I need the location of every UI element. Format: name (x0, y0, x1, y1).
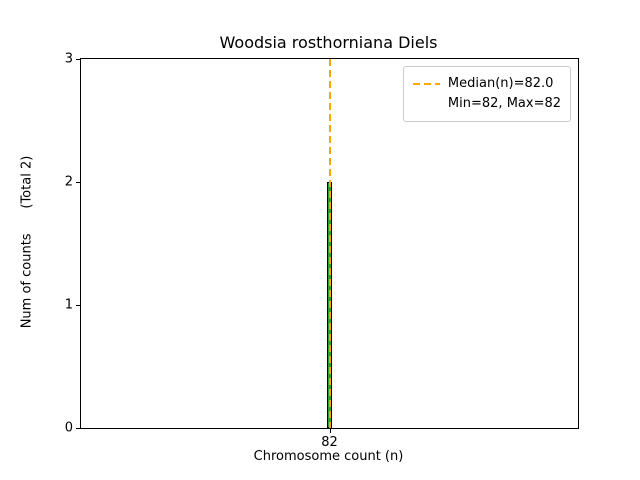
y-tick-mark (76, 304, 80, 306)
plot-area: Median(n)=82.0 Min=82, Max=82 0 1 2 3 82 (65, 53, 579, 449)
legend-label-median: Median(n)=82.0 (447, 76, 554, 91)
x-tick-label: 82 (321, 435, 338, 450)
x-axis-label: Chromosome count (n) (253, 449, 404, 464)
legend-entry-median: Median(n)=82.0 (412, 74, 561, 94)
y-tick-mark (76, 58, 80, 60)
x-tick-mark (329, 429, 331, 433)
y-tick-label: 1 (64, 297, 73, 313)
chart-title: Woodsia rosthorniana Diels (219, 33, 438, 52)
legend-sample-spacer (413, 103, 440, 105)
y-axis-label-text: Num of counts (Total 2) (19, 155, 35, 329)
legend-entry-minmax: Min=82, Max=82 (413, 94, 561, 114)
y-tick-label: 2 (64, 174, 73, 190)
y-tick-mark (76, 181, 80, 183)
median-dashed-line-icon (412, 83, 440, 86)
y-tick-label: 0 (64, 420, 73, 436)
y-tick-label: 3 (64, 51, 73, 67)
y-tick-mark (76, 427, 80, 429)
legend-label-minmax: Min=82, Max=82 (447, 96, 561, 112)
legend: Median(n)=82.0 Min=82, Max=82 (402, 66, 571, 123)
median-line (328, 59, 331, 428)
